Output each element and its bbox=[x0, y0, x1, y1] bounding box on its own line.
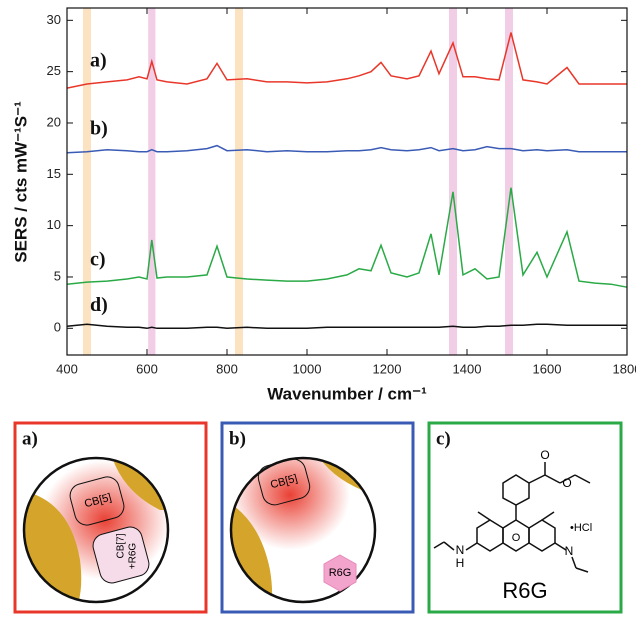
x-tick-label: 800 bbox=[216, 361, 238, 376]
molecule bbox=[433, 462, 591, 573]
series-label: d) bbox=[90, 294, 108, 316]
barrel-label: +R6G bbox=[128, 543, 139, 570]
series-label: b) bbox=[90, 117, 108, 139]
spectrum-line bbox=[66, 144, 627, 154]
gap-diagram bbox=[24, 458, 168, 602]
highlight-band bbox=[148, 8, 156, 355]
y-tick-label: 30 bbox=[47, 12, 61, 27]
panel-label: a) bbox=[22, 428, 38, 449]
x-axis-label: Wavenumber / cm⁻¹ bbox=[267, 384, 427, 403]
x-tick-label: 1600 bbox=[533, 361, 562, 376]
spectrum-line bbox=[66, 323, 627, 330]
atom-label: N bbox=[456, 543, 465, 557]
panel-label: b) bbox=[229, 428, 246, 449]
atom-label: H bbox=[456, 556, 465, 570]
barrel bbox=[257, 458, 311, 506]
series-label: a) bbox=[90, 50, 107, 72]
plot-frame bbox=[66, 7, 628, 356]
panel-frame bbox=[13, 421, 208, 614]
y-tick-label: 0 bbox=[54, 320, 61, 335]
y-axis-label: SERS / cts mW⁻¹S⁻¹ bbox=[11, 101, 30, 263]
y-tick-label: 20 bbox=[47, 114, 61, 129]
barrel-label: CB[7] bbox=[116, 533, 127, 558]
y-tick-label: 10 bbox=[47, 217, 61, 232]
salt-label: •HCl bbox=[570, 522, 592, 534]
highlight-band bbox=[83, 8, 91, 355]
y-tick-label: 25 bbox=[47, 63, 61, 78]
panel-frame bbox=[220, 421, 415, 614]
spectrum-line bbox=[66, 32, 627, 89]
molecule-name: R6G bbox=[502, 578, 547, 603]
panel-label: c) bbox=[436, 428, 451, 449]
barrel bbox=[92, 526, 150, 584]
y-tick-label: 5 bbox=[54, 268, 61, 283]
x-tick-label: 1400 bbox=[453, 361, 482, 376]
highlight-band bbox=[449, 8, 457, 355]
x-tick-label: 400 bbox=[56, 361, 78, 376]
atom-label: O bbox=[540, 448, 549, 462]
barrel bbox=[69, 476, 125, 526]
panel-frame bbox=[427, 421, 623, 614]
r6g-hexagon bbox=[323, 554, 357, 592]
spectrum-line bbox=[66, 187, 628, 288]
x-tick-label: 1200 bbox=[373, 361, 402, 376]
atom-label: O bbox=[562, 476, 571, 490]
highlight-band bbox=[235, 8, 243, 355]
gap-circle bbox=[22, 456, 170, 604]
highlight-band bbox=[505, 8, 513, 355]
x-tick-label: 600 bbox=[136, 361, 158, 376]
gap-circle bbox=[229, 456, 377, 604]
hexagon-label: R6G bbox=[329, 567, 352, 579]
y-tick-label: 15 bbox=[47, 166, 61, 181]
x-tick-label: 1000 bbox=[293, 361, 322, 376]
atom-label: O bbox=[512, 532, 521, 544]
atom-label: N bbox=[565, 544, 574, 558]
series-label: c) bbox=[90, 249, 106, 271]
gap-diagram bbox=[231, 458, 375, 602]
